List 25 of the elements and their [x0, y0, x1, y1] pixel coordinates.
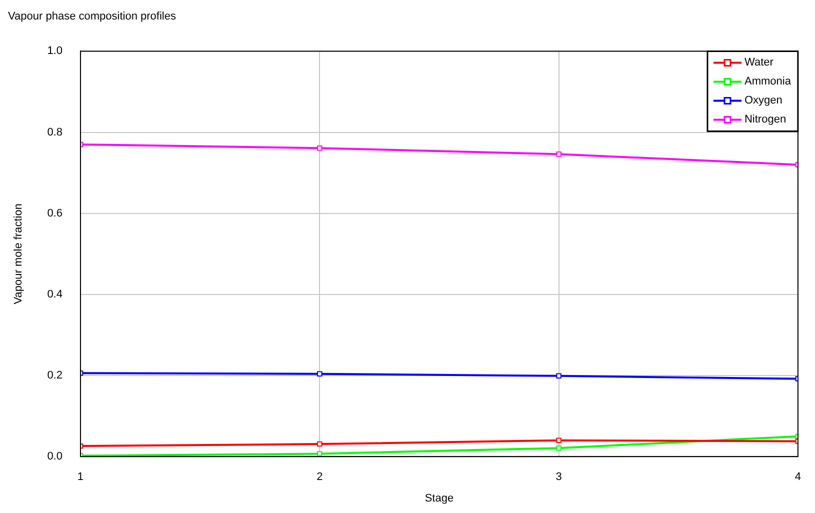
point [556, 373, 562, 379]
x-tick-label: 1 [77, 471, 84, 484]
chart-title: Vapour phase composition profiles [8, 10, 176, 23]
point [317, 451, 322, 456]
x-tick-label: 2 [316, 471, 323, 484]
legend-label: Nitrogen [744, 114, 786, 126]
x-tick-label: 4 [794, 471, 802, 484]
point [317, 441, 322, 447]
y-tick-label: 1.0 [47, 45, 62, 58]
point [556, 445, 562, 451]
x-tick-label: 3 [556, 471, 562, 484]
legend-label: Water [744, 56, 774, 69]
point [556, 438, 562, 444]
y-tick-label: 0.6 [47, 207, 62, 220]
point [556, 152, 562, 157]
legend-label: Ammonia [744, 76, 792, 88]
x-axis-title: Stage [424, 492, 454, 504]
y-tick-label: 0.0 [47, 450, 62, 463]
point [317, 145, 322, 151]
point [317, 371, 322, 377]
y-axis-title: Vapour mole fraction [12, 204, 25, 304]
legend-label: Oxygen [744, 94, 782, 107]
y-tick-label: 0.2 [47, 370, 62, 382]
y-tick-label: 0.8 [47, 126, 62, 138]
y-tick-label: 0.4 [47, 288, 62, 300]
